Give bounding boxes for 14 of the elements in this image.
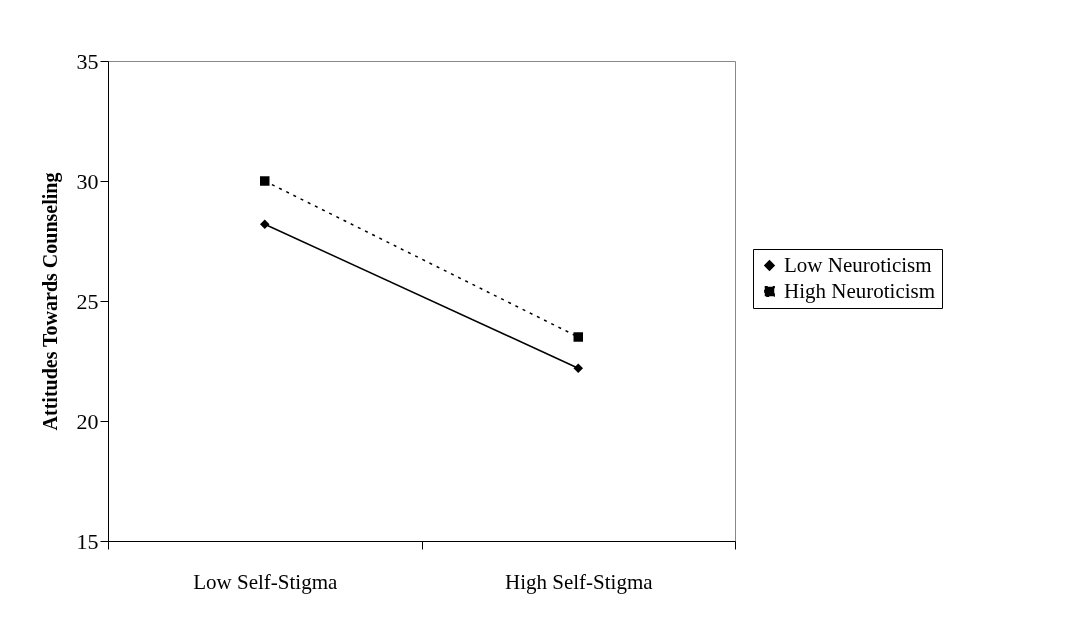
y-tick-label: 20 (76, 408, 99, 434)
legend-label: High Neuroticism (784, 278, 936, 303)
legend-label: Low Neuroticism (784, 252, 932, 277)
x-tick-label: Low Self-Stigma (193, 569, 338, 594)
y-axis-title: Attitudes Towards Counseling (38, 172, 62, 431)
point (573, 363, 583, 373)
y-tick-label: 25 (76, 288, 99, 314)
x-tick-label: High Self-Stigma (504, 569, 654, 594)
y-tick-label: 15 (76, 528, 99, 554)
y-tick-label: 35 (76, 48, 99, 74)
point (260, 219, 270, 229)
point (260, 176, 270, 186)
point (573, 332, 583, 342)
y-tick-label: 30 (76, 168, 99, 194)
